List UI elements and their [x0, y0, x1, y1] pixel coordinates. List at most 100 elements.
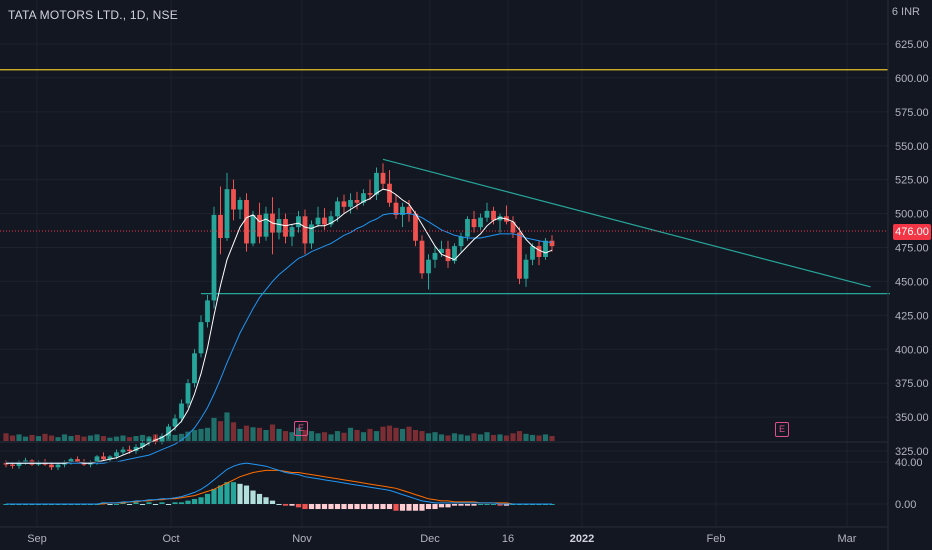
macd-histogram-bar — [432, 504, 438, 510]
volume-bar — [263, 430, 269, 441]
candle-body — [237, 200, 243, 210]
candle-body — [341, 201, 347, 207]
candle-body — [146, 438, 152, 443]
candle-body — [465, 219, 470, 237]
volume-bar — [204, 427, 211, 441]
volume-bar — [347, 427, 354, 441]
price-tick-label: 325.00 — [895, 446, 929, 458]
candle-body — [127, 449, 132, 451]
macd-histogram-bar — [471, 504, 477, 506]
time-tick-label: Feb — [707, 533, 726, 545]
currency-label[interactable]: 6 INR — [892, 6, 920, 18]
volume-bar — [172, 434, 178, 441]
candle-body — [315, 217, 321, 225]
volume-bar — [471, 433, 477, 441]
macd-histogram-bar — [269, 500, 276, 504]
time-axis[interactable]: Sep Oct Nov Dec 16 2022 Feb Mar — [27, 533, 857, 545]
macd-histogram-bar — [497, 504, 503, 506]
price-tick-label: 525.00 — [895, 175, 929, 187]
volume-bar — [74, 434, 81, 441]
macd-histogram-bar — [113, 504, 120, 505]
macd-histogram-bar — [126, 504, 133, 505]
volume-bar — [81, 436, 87, 441]
volume-bar — [178, 433, 185, 441]
candle-body — [205, 300, 210, 323]
time-tick-label: Mar — [838, 533, 857, 545]
candle-body — [198, 322, 204, 354]
macd-histogram-bar — [243, 485, 250, 504]
candle-body — [114, 452, 119, 457]
macd-line — [6, 462, 552, 505]
macd-histogram-bar — [263, 497, 269, 504]
descending-trendline[interactable] — [382, 158, 871, 288]
volume-bar — [211, 417, 217, 441]
candle-body — [10, 464, 15, 466]
volume-bar — [445, 435, 451, 441]
candle-body — [296, 216, 301, 228]
price-tick-label: 475.00 — [895, 243, 929, 255]
volume-bar — [133, 436, 139, 441]
candle-body — [140, 442, 145, 447]
volume-bar — [321, 432, 328, 441]
candle-body — [3, 463, 9, 465]
volume-bar — [120, 435, 126, 441]
candle-body — [471, 219, 477, 228]
candle-body — [211, 214, 217, 301]
candle-body — [16, 461, 22, 466]
volume-bar — [354, 430, 360, 441]
volume-bar — [393, 427, 399, 441]
candles — [3, 163, 555, 470]
macd-histogram-bar — [334, 504, 341, 510]
volume-bar — [399, 428, 406, 441]
volume-bar — [100, 436, 107, 441]
candle-body — [413, 213, 418, 241]
volume-bar — [243, 425, 250, 441]
macd-histogram-bar — [308, 504, 315, 510]
price-tick-label: 425.00 — [895, 310, 929, 322]
volume-bar — [536, 435, 542, 441]
macd-histogram-bar — [237, 483, 243, 504]
ma-slow-line — [6, 213, 552, 464]
price-tick-label: 575.00 — [895, 107, 929, 119]
time-tick-label: Nov — [292, 533, 312, 545]
candle-body — [107, 456, 113, 460]
candle-body — [387, 183, 392, 203]
macd-histogram-bar — [477, 504, 484, 505]
volume-bar — [380, 426, 386, 441]
volume-bar — [9, 435, 16, 441]
symbol-title[interactable]: TATA MOTORS LTD., 1D, NSE — [8, 8, 178, 22]
volume-bar — [191, 430, 198, 441]
horizontal-lines[interactable] — [0, 69, 890, 295]
candle-body — [244, 200, 249, 244]
macd-axis[interactable]: 0.00 40.00 — [895, 457, 923, 511]
earnings-event-badge[interactable]: E — [775, 422, 789, 437]
volume-bar — [198, 428, 204, 441]
candle-body — [322, 217, 327, 225]
currency-code: INR — [901, 6, 920, 18]
macd-histogram-bar — [276, 504, 282, 505]
volume-bar — [432, 432, 438, 441]
volume-bar — [438, 434, 445, 441]
candle-body — [458, 236, 464, 247]
candle-body — [484, 210, 490, 218]
candle-body — [133, 446, 139, 451]
volume-bar — [250, 427, 256, 441]
candle-body — [354, 200, 360, 203]
trend-line[interactable] — [382, 158, 871, 288]
volume-bar — [464, 435, 471, 441]
price-tick-label: 450.00 — [895, 276, 929, 288]
candle-body — [49, 464, 54, 468]
volume-bar — [334, 431, 341, 441]
volume-bar — [35, 436, 42, 441]
macd-histogram-bar — [295, 504, 302, 508]
earnings-event-badge[interactable]: E — [294, 421, 308, 436]
volume-bar — [451, 433, 458, 441]
volume-bar — [16, 434, 22, 441]
macd-histogram-bar — [198, 497, 204, 504]
macd-histogram-bar — [399, 504, 406, 511]
price-axis[interactable]: 325.00 350.00 375.00 400.00 425.00 450.00 475.… — [895, 39, 929, 458]
candle-body — [361, 193, 366, 203]
macd-histogram-bar — [367, 504, 373, 510]
price-tick-label: 550.00 — [895, 141, 929, 153]
